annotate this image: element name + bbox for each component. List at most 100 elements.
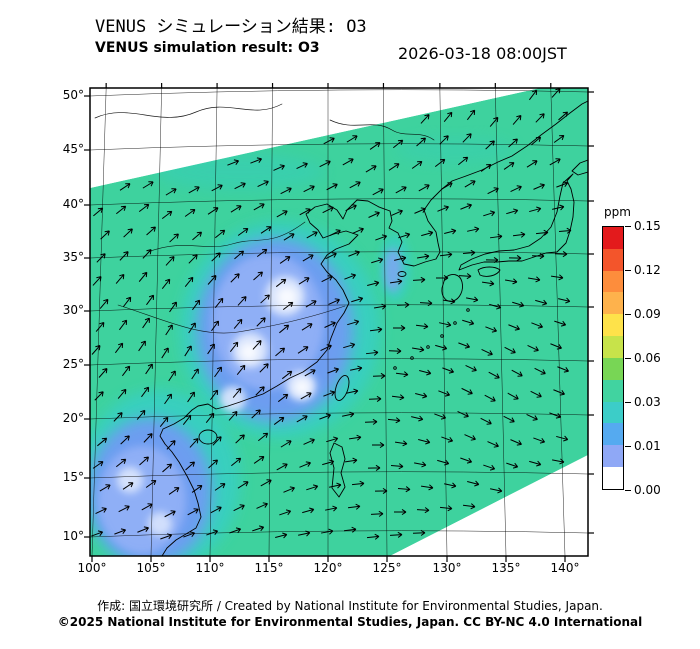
wind-arrow xyxy=(444,482,457,489)
wind-arrow xyxy=(343,342,356,349)
wind-arrow xyxy=(368,395,382,402)
wind-arrow xyxy=(187,391,195,403)
wind-arrow xyxy=(145,363,153,375)
wind-arrow xyxy=(529,206,542,213)
wind-arrow xyxy=(205,412,215,423)
wind-arrow xyxy=(530,390,542,398)
wind-arrow xyxy=(142,317,150,329)
wind-arrow xyxy=(165,188,177,196)
wind-arrow xyxy=(120,435,130,445)
wind-arrow xyxy=(392,324,406,332)
wind-arrow xyxy=(164,510,176,518)
colorbar-band xyxy=(603,467,623,489)
wind-arrow xyxy=(233,318,243,329)
wind-arrow xyxy=(229,341,239,353)
lat-tick-label: 30° xyxy=(62,303,84,317)
wind-arrow xyxy=(510,439,522,446)
wind-arrow xyxy=(191,485,203,493)
wind-arrow xyxy=(465,365,477,372)
wind-arrow xyxy=(529,460,542,467)
colorbar-tick-label: 0.15 xyxy=(625,219,678,233)
wind-arrow xyxy=(464,180,476,188)
wind-arrow xyxy=(489,116,499,127)
wind-arrow xyxy=(100,230,110,240)
wind-arrow xyxy=(373,303,387,310)
wind-arrow xyxy=(370,510,384,517)
wind-arrow xyxy=(116,205,127,215)
wind-arrow xyxy=(375,234,388,241)
o3-minimum-spot xyxy=(220,386,246,412)
o3-teal-patch xyxy=(155,154,325,190)
wind-arrow xyxy=(485,326,497,333)
wind-arrow xyxy=(253,271,263,281)
wind-arrow xyxy=(395,186,407,194)
coastlines xyxy=(94,100,588,556)
wind-arrow xyxy=(460,203,472,210)
wind-arrow xyxy=(443,111,453,122)
wind-arrow xyxy=(169,233,179,243)
wind-arrow xyxy=(122,296,132,308)
lat-tick-label: 45° xyxy=(62,142,84,156)
wind-arrow xyxy=(283,486,295,493)
wind-arrow xyxy=(214,297,224,308)
wind-arrow xyxy=(187,508,199,516)
wind-arrow xyxy=(526,413,538,421)
wind-arrow xyxy=(160,533,173,540)
wind-arrow xyxy=(321,275,333,283)
wind-arrow xyxy=(531,322,543,329)
wind-arrow xyxy=(161,210,173,220)
wind-arrow xyxy=(397,486,411,493)
wind-arrow xyxy=(466,296,479,303)
o3-minimum-spot xyxy=(148,512,172,536)
o3-minimum-core xyxy=(294,379,310,395)
wind-arrow xyxy=(533,183,545,190)
wind-arrow xyxy=(210,506,222,514)
wind-arrow xyxy=(326,183,338,191)
wind-arrow xyxy=(372,372,386,379)
wind-arrow xyxy=(191,368,199,380)
lon-tick-label: 120° xyxy=(313,561,343,575)
wind-arrow xyxy=(159,416,169,427)
wind-arrow xyxy=(142,249,152,259)
wind-arrow xyxy=(412,276,426,283)
wind-arrow xyxy=(210,389,219,401)
wind-arrow xyxy=(322,459,335,466)
wind-arrow xyxy=(252,340,262,350)
wind-arrow xyxy=(550,274,564,281)
wind-arrow xyxy=(91,530,104,537)
wind-arrow xyxy=(462,503,476,510)
wind-arrow xyxy=(121,365,131,377)
wind-arrow xyxy=(114,528,127,535)
wind-arrow xyxy=(434,158,446,168)
amur-river xyxy=(94,103,283,119)
wind-arrow xyxy=(303,438,315,445)
colorbar-unit-label: ppm xyxy=(604,205,631,219)
wind-arrow xyxy=(325,505,338,512)
wind-arrow xyxy=(462,319,475,326)
wind-arrow xyxy=(395,371,409,378)
wind-arrow xyxy=(485,257,499,264)
axis-tick-marks xyxy=(84,83,594,562)
wind-arrow xyxy=(302,254,314,262)
wind-arrow xyxy=(352,227,364,234)
wind-arrow xyxy=(161,347,169,359)
wind-arrow xyxy=(460,457,473,464)
wind-arrow xyxy=(138,340,146,352)
wind-arrow xyxy=(388,163,400,171)
colorbar-band xyxy=(603,379,623,402)
wind-arrow xyxy=(189,438,199,448)
wind-arrow xyxy=(411,415,424,422)
wind-arrow xyxy=(461,387,473,395)
wind-arrow xyxy=(367,464,381,471)
wind-arrow xyxy=(229,527,242,534)
wind-arrow xyxy=(296,415,308,423)
wind-arrow xyxy=(438,390,450,397)
wind-arrow xyxy=(503,415,515,423)
wind-arrow xyxy=(414,461,427,468)
wind-arrow xyxy=(528,89,538,101)
latitude-axis: 50° 45° 40° 35° 30° 25° 20° 15° 10° xyxy=(44,0,84,649)
lat-tick-label: 35° xyxy=(62,250,84,264)
wind-arrow xyxy=(416,507,430,514)
wind-arrow xyxy=(553,134,565,143)
